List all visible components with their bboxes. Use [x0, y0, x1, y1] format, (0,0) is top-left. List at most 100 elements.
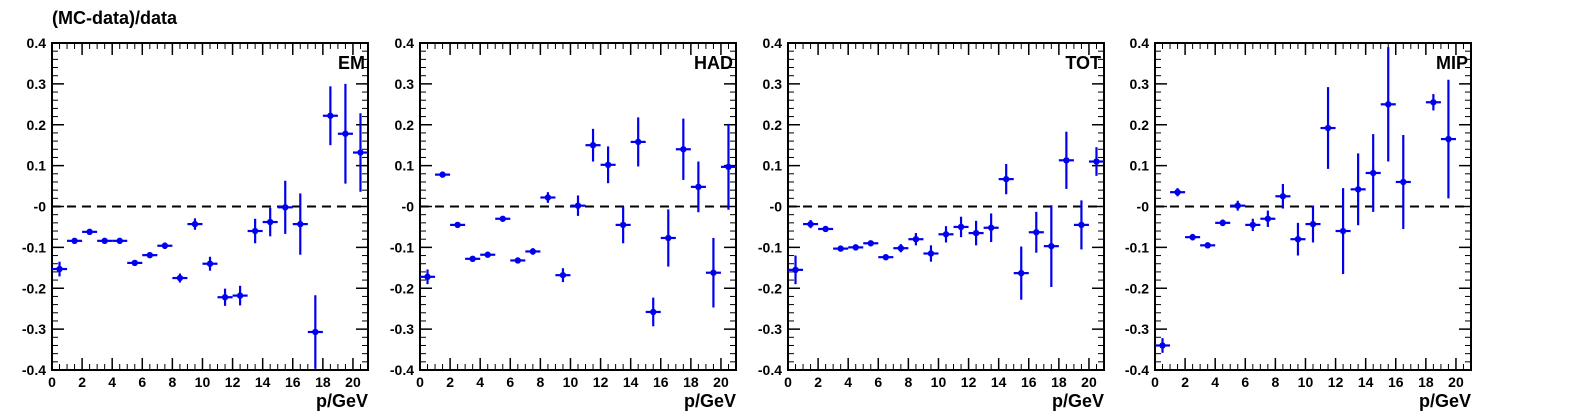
x-tick-label: 2	[446, 374, 454, 390]
data-point	[221, 294, 229, 301]
y-tick-label: 0.4	[27, 35, 47, 51]
x-tick-label: 20	[1448, 374, 1464, 390]
y-tick-label: -0	[34, 199, 47, 215]
data-point	[544, 194, 552, 201]
data-point	[1309, 220, 1317, 228]
y-tick-label: -0.1	[390, 239, 414, 255]
y-tick-label: -0.4	[22, 362, 46, 378]
data-point	[1430, 99, 1437, 106]
x-tick-label: 18	[1051, 374, 1067, 390]
data-point	[297, 220, 304, 228]
y-tick-label: 0.4	[395, 35, 415, 51]
x-tick-label: 2	[814, 374, 822, 390]
y-tick-label: -0.3	[22, 321, 46, 337]
data-point	[1385, 101, 1392, 108]
data-point	[912, 236, 920, 243]
data-point	[499, 215, 506, 222]
panel-label: MIP	[1436, 53, 1468, 73]
x-tick-label: 2	[78, 374, 86, 390]
data-point	[1219, 219, 1226, 227]
data-point	[1279, 193, 1287, 200]
chart-panel-tot: -0.4 -0.3 -0.2 -0.1 -0 0.1 0.2 0.3 0.4 0 2 4 6 8 10 12 1…	[758, 35, 1105, 411]
data-points	[1155, 47, 1456, 353]
data-point	[131, 259, 138, 267]
x-tick-label: 0	[416, 374, 424, 390]
y-tick-label: -0.1	[22, 239, 46, 255]
x-tick-label: 8	[168, 374, 176, 390]
x-axis-label: p/GeV	[1052, 391, 1104, 411]
data-point	[1159, 342, 1166, 349]
y-tick-label: -0	[402, 199, 415, 215]
y-tick-label: -0.2	[22, 280, 46, 296]
data-point	[236, 292, 244, 299]
y-tick-label: -0.3	[1125, 321, 1149, 337]
chart-panel-em: -0.4 -0.3 -0.2 -0.1 -0 0.1 0.2 0.3 0.4 0 2 4 6 8 10 12 1…	[22, 35, 369, 411]
data-point	[867, 240, 874, 247]
data-point	[357, 149, 364, 156]
data-point	[1354, 186, 1362, 193]
data-point	[327, 112, 334, 119]
x-tick-label: 16	[285, 374, 301, 390]
y-tick-label: -0.2	[1125, 280, 1149, 296]
x-tick-label: 18	[315, 374, 331, 390]
data-point	[1249, 221, 1257, 229]
data-point	[680, 146, 687, 153]
data-point	[469, 255, 476, 263]
data-point	[514, 257, 522, 264]
data-point	[942, 231, 950, 238]
data-point	[146, 251, 154, 259]
chart-panel-had: -0.4 -0.3 -0.2 -0.1 -0 0.1 0.2 0.3 0.4 0 2 4 6 8 10 12 1…	[390, 35, 737, 411]
data-point	[1264, 215, 1272, 222]
data-point	[957, 223, 965, 231]
data-point	[852, 244, 859, 251]
data-point	[116, 237, 123, 245]
y-tick-label: -0.4	[390, 362, 414, 378]
data-point	[1033, 229, 1040, 236]
data-point	[1294, 236, 1302, 243]
x-axis-label: p/GeV	[1419, 391, 1471, 411]
x-tick-label: 8	[536, 374, 544, 390]
data-point	[1174, 188, 1181, 196]
data-points	[52, 83, 368, 369]
y-axis-title: (MC-data)/data	[52, 8, 177, 28]
data-point	[1002, 175, 1010, 183]
x-tick-label: 20	[713, 374, 729, 390]
x-tick-label: 10	[1298, 374, 1314, 390]
y-tick-label: -0	[770, 199, 783, 215]
x-tick-label: 12	[593, 374, 609, 390]
data-point	[634, 138, 642, 146]
data-point	[574, 202, 582, 209]
data-point	[695, 183, 702, 191]
data-points	[420, 117, 736, 327]
y-tick-label: -0	[1137, 199, 1150, 215]
x-tick-label: 18	[683, 374, 699, 390]
panel-label: TOT	[1065, 53, 1101, 73]
data-point	[1204, 242, 1211, 249]
data-point	[1339, 227, 1347, 235]
data-point	[251, 227, 259, 235]
x-tick-label: 4	[844, 374, 852, 390]
data-point	[71, 237, 78, 245]
data-point	[1445, 135, 1452, 143]
y-tick-label: 0.2	[1130, 117, 1150, 133]
x-tick-label: 4	[108, 374, 116, 390]
data-point	[1048, 242, 1055, 250]
data-point	[807, 220, 814, 228]
x-tick-label: 16	[1021, 374, 1037, 390]
data-point	[1369, 169, 1377, 177]
data-point	[604, 161, 612, 169]
y-tick-label: -0.3	[390, 321, 414, 337]
data-point	[424, 273, 431, 281]
data-point	[1018, 269, 1025, 277]
data-point	[650, 308, 657, 316]
y-tick-label: 0.3	[1130, 76, 1150, 92]
y-tick-label: -0.1	[1125, 239, 1149, 255]
data-point	[176, 274, 184, 282]
data-point	[161, 242, 169, 249]
y-tick-label: -0.3	[758, 321, 782, 337]
x-tick-label: 12	[1328, 374, 1344, 390]
data-point	[1093, 158, 1100, 165]
y-tick-label: -0.4	[1125, 362, 1149, 378]
